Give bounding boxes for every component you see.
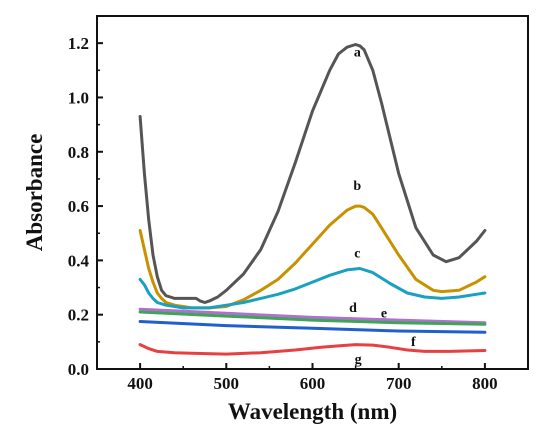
curve-label-e: e xyxy=(381,306,387,321)
series-line-e xyxy=(138,310,487,326)
curve-label-b: b xyxy=(353,179,361,194)
y-tick-label: 0.4 xyxy=(68,251,90,270)
y-axis-title: Absorbance xyxy=(22,134,47,252)
series-label-layer: a b c d e f g xyxy=(349,46,416,368)
x-tick-label: 700 xyxy=(386,374,412,393)
y-tick-label: 0.8 xyxy=(68,143,89,162)
series-line-d xyxy=(138,307,487,325)
x-tick-label: 800 xyxy=(472,374,498,393)
y-tick-label: 0.6 xyxy=(68,197,89,216)
y-tick-label: 1.2 xyxy=(68,34,89,53)
series-layer xyxy=(138,43,487,356)
series-line-a xyxy=(138,43,487,304)
curve-label-c: c xyxy=(354,247,360,262)
series-line-g xyxy=(138,343,487,356)
x-tick-label: 500 xyxy=(214,374,240,393)
x-tick-label: 600 xyxy=(300,374,326,393)
series-line-c xyxy=(138,267,487,310)
y-tick-label: 0.0 xyxy=(68,360,89,379)
y-tick-label: 1.0 xyxy=(68,88,89,107)
curve-label-d: d xyxy=(349,301,357,316)
x-axis-ticks: 400 500 600 700 800 xyxy=(96,363,529,393)
y-tick-label: 0.2 xyxy=(68,306,89,325)
curve-label-f: f xyxy=(411,335,416,350)
y-axis-ticks: 0.0 0.2 0.4 0.6 0.8 1.0 1.2 xyxy=(68,34,103,379)
curve-label-a: a xyxy=(354,46,361,61)
series-line-f xyxy=(138,320,487,334)
curve-label-g: g xyxy=(355,353,362,368)
x-axis-title: Wavelength (nm) xyxy=(228,399,397,424)
series-line-b xyxy=(138,204,487,310)
x-tick-label: 400 xyxy=(127,374,153,393)
